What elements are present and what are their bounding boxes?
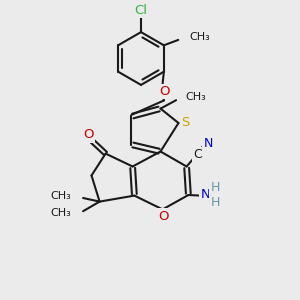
Text: CH₃: CH₃ — [50, 208, 71, 218]
Text: S: S — [181, 116, 189, 130]
Text: Cl: Cl — [134, 4, 148, 17]
Text: O: O — [83, 128, 94, 142]
Text: C: C — [194, 148, 202, 161]
Text: O: O — [160, 85, 170, 98]
Text: CH₃: CH₃ — [185, 92, 206, 102]
Text: O: O — [158, 209, 169, 223]
Text: N: N — [203, 137, 213, 150]
Text: H: H — [211, 181, 220, 194]
Text: N: N — [201, 188, 210, 201]
Text: CH₃: CH₃ — [190, 32, 210, 43]
Text: CH₃: CH₃ — [50, 191, 71, 201]
Text: H: H — [211, 196, 220, 209]
